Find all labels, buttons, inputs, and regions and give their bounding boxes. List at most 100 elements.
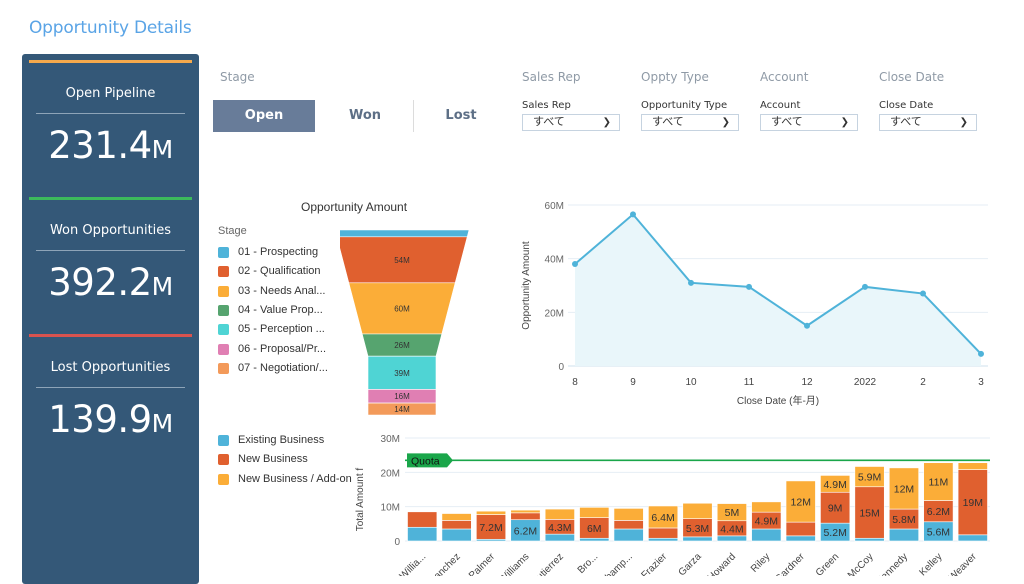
bar-segment bbox=[648, 527, 679, 539]
legend-item[interactable]: Existing Business bbox=[217, 434, 324, 448]
legend-label: 07 - Negotiation/... bbox=[238, 361, 328, 374]
bar-data-label: 5M bbox=[725, 507, 740, 519]
bar-segment bbox=[820, 491, 851, 524]
stacked-bar-chart: 0 10M 20M 30M Total Amount f Willia... Sanchez… bbox=[355, 434, 990, 576]
bar-data-label: 9M bbox=[828, 503, 843, 515]
y-tick-label: 0 bbox=[558, 362, 564, 373]
legend-item[interactable]: 06 - Proposal/Pr... bbox=[217, 343, 326, 357]
legend-item[interactable]: 07 - Negotiation/... bbox=[217, 362, 328, 376]
bar-segment bbox=[854, 486, 885, 539]
x-tick-label: 9 bbox=[630, 377, 636, 388]
legend-item[interactable]: 04 - Value Prop... bbox=[217, 304, 323, 318]
legend-item[interactable]: 01 - Prospecting bbox=[217, 246, 318, 260]
legend-item[interactable]: New Business bbox=[217, 453, 308, 467]
funnel-segment bbox=[367, 402, 437, 415]
stage-won-button[interactable]: Won bbox=[348, 108, 382, 123]
legend-item[interactable]: 02 - Qualification bbox=[217, 265, 321, 279]
kpi-value: 139.9M bbox=[48, 398, 173, 441]
stage-open-button[interactable]: Open bbox=[213, 100, 315, 132]
legend-item[interactable]: 05 - Perception ... bbox=[217, 323, 325, 337]
bar-segment bbox=[716, 535, 747, 542]
y-axis-title: Opportunity Amount bbox=[521, 241, 532, 330]
legend-label: Existing Business bbox=[238, 434, 325, 446]
x-tick-label: Sanchez bbox=[427, 551, 462, 576]
chevron-down-icon: ❯ bbox=[721, 117, 730, 128]
data-point bbox=[688, 279, 694, 286]
series-line bbox=[574, 212, 982, 355]
bar-segment bbox=[957, 534, 988, 542]
x-tick-label: Kennedy bbox=[874, 551, 910, 576]
legend-label: New Business bbox=[238, 453, 308, 466]
legend-item[interactable]: 03 - Needs Anal... bbox=[217, 285, 325, 299]
quota-badge bbox=[407, 453, 453, 468]
bar-segment bbox=[579, 537, 610, 542]
close-date-filter-title: Close Date bbox=[879, 70, 945, 84]
bar-data-label: 6.4M bbox=[651, 512, 674, 524]
y-tick-label: 60M bbox=[545, 201, 564, 212]
legend-item[interactable]: New Business / Add-on bbox=[217, 473, 352, 487]
data-point bbox=[630, 211, 636, 218]
bar-segment bbox=[510, 509, 541, 514]
bar-segment bbox=[888, 467, 919, 510]
chevron-down-icon: ❯ bbox=[602, 117, 611, 128]
bar-segment bbox=[476, 514, 507, 540]
data-point bbox=[572, 261, 578, 268]
bar-segment bbox=[957, 462, 988, 470]
x-tick-label: Gutierrez bbox=[529, 551, 566, 576]
x-tick-label: Gardner bbox=[773, 551, 807, 576]
line-chart: 0 20M 40M 60M 8 9 10 11 12 2022 2 3 Close Date (年-月)… bbox=[521, 201, 988, 407]
funnel-segment bbox=[340, 229, 470, 238]
legend-swatch bbox=[218, 324, 229, 336]
chevron-down-icon: ❯ bbox=[959, 117, 968, 128]
legend-swatch bbox=[218, 304, 229, 316]
legend-swatch bbox=[218, 454, 229, 466]
bar-segment bbox=[407, 511, 438, 528]
close-date-dropdown[interactable]: すべて ❯ bbox=[879, 114, 977, 131]
x-tick-label: Riley bbox=[749, 551, 773, 575]
x-tick-label: Frazier bbox=[639, 551, 669, 576]
data-point bbox=[862, 283, 868, 290]
bar-segment bbox=[785, 480, 816, 523]
bar-data-label: 12M bbox=[894, 483, 914, 495]
bar-data-label: 12M bbox=[791, 497, 811, 509]
x-tick-label: Bro... bbox=[576, 551, 601, 576]
sales-rep-dropdown[interactable]: すべて ❯ bbox=[522, 114, 620, 131]
bar-segment bbox=[716, 503, 747, 522]
bar-segment bbox=[751, 528, 782, 542]
x-tick-label: 2022 bbox=[854, 377, 877, 388]
opportunity-type-dropdown[interactable]: すべて ❯ bbox=[641, 114, 739, 131]
bar-segment bbox=[613, 520, 644, 530]
stage-divider bbox=[413, 100, 414, 132]
legend-label: 04 - Value Prop... bbox=[238, 303, 323, 316]
sales-rep-label: Sales Rep bbox=[522, 100, 571, 111]
stage-filter-title: Stage bbox=[220, 70, 255, 84]
account-dropdown[interactable]: すべて ❯ bbox=[760, 114, 858, 131]
stage-lost-button[interactable]: Lost bbox=[445, 108, 477, 123]
funnel-data-label: 16M bbox=[394, 392, 410, 401]
y-tick-label: 20M bbox=[545, 308, 564, 319]
bar-segment bbox=[785, 535, 816, 542]
legend-label: 03 - Needs Anal... bbox=[238, 284, 326, 297]
x-tick-label: Kelley bbox=[917, 551, 944, 576]
dropdown-value: すべて bbox=[652, 116, 684, 128]
bar-data-label: 5.9M bbox=[858, 472, 881, 484]
y-tick-label: 40M bbox=[545, 255, 564, 266]
kpi-label: Won Opportunities bbox=[49, 223, 172, 238]
x-tick-label: Willia... bbox=[398, 551, 429, 576]
legend-label: New Business / Add-on bbox=[238, 472, 352, 485]
legend-label: 02 - Qualification bbox=[238, 265, 321, 278]
bar-segment bbox=[682, 502, 713, 519]
legend-swatch bbox=[218, 362, 229, 374]
y-axis-title: Total Amount f bbox=[355, 468, 366, 532]
bar-segment bbox=[854, 537, 885, 542]
quota-label: Quota bbox=[411, 455, 440, 467]
y-tick-label: 20M bbox=[381, 468, 400, 479]
x-axis-title: Close Date (年-月) bbox=[737, 394, 819, 407]
funnel-data-label: 60M bbox=[394, 304, 410, 313]
funnel-data-label: 54M bbox=[394, 256, 410, 265]
x-tick-label: Green bbox=[814, 551, 841, 576]
bar-segment bbox=[957, 469, 988, 536]
bar-segment bbox=[476, 510, 507, 515]
legend-label: 06 - Proposal/Pr... bbox=[238, 342, 327, 355]
bar-segment bbox=[441, 520, 472, 530]
